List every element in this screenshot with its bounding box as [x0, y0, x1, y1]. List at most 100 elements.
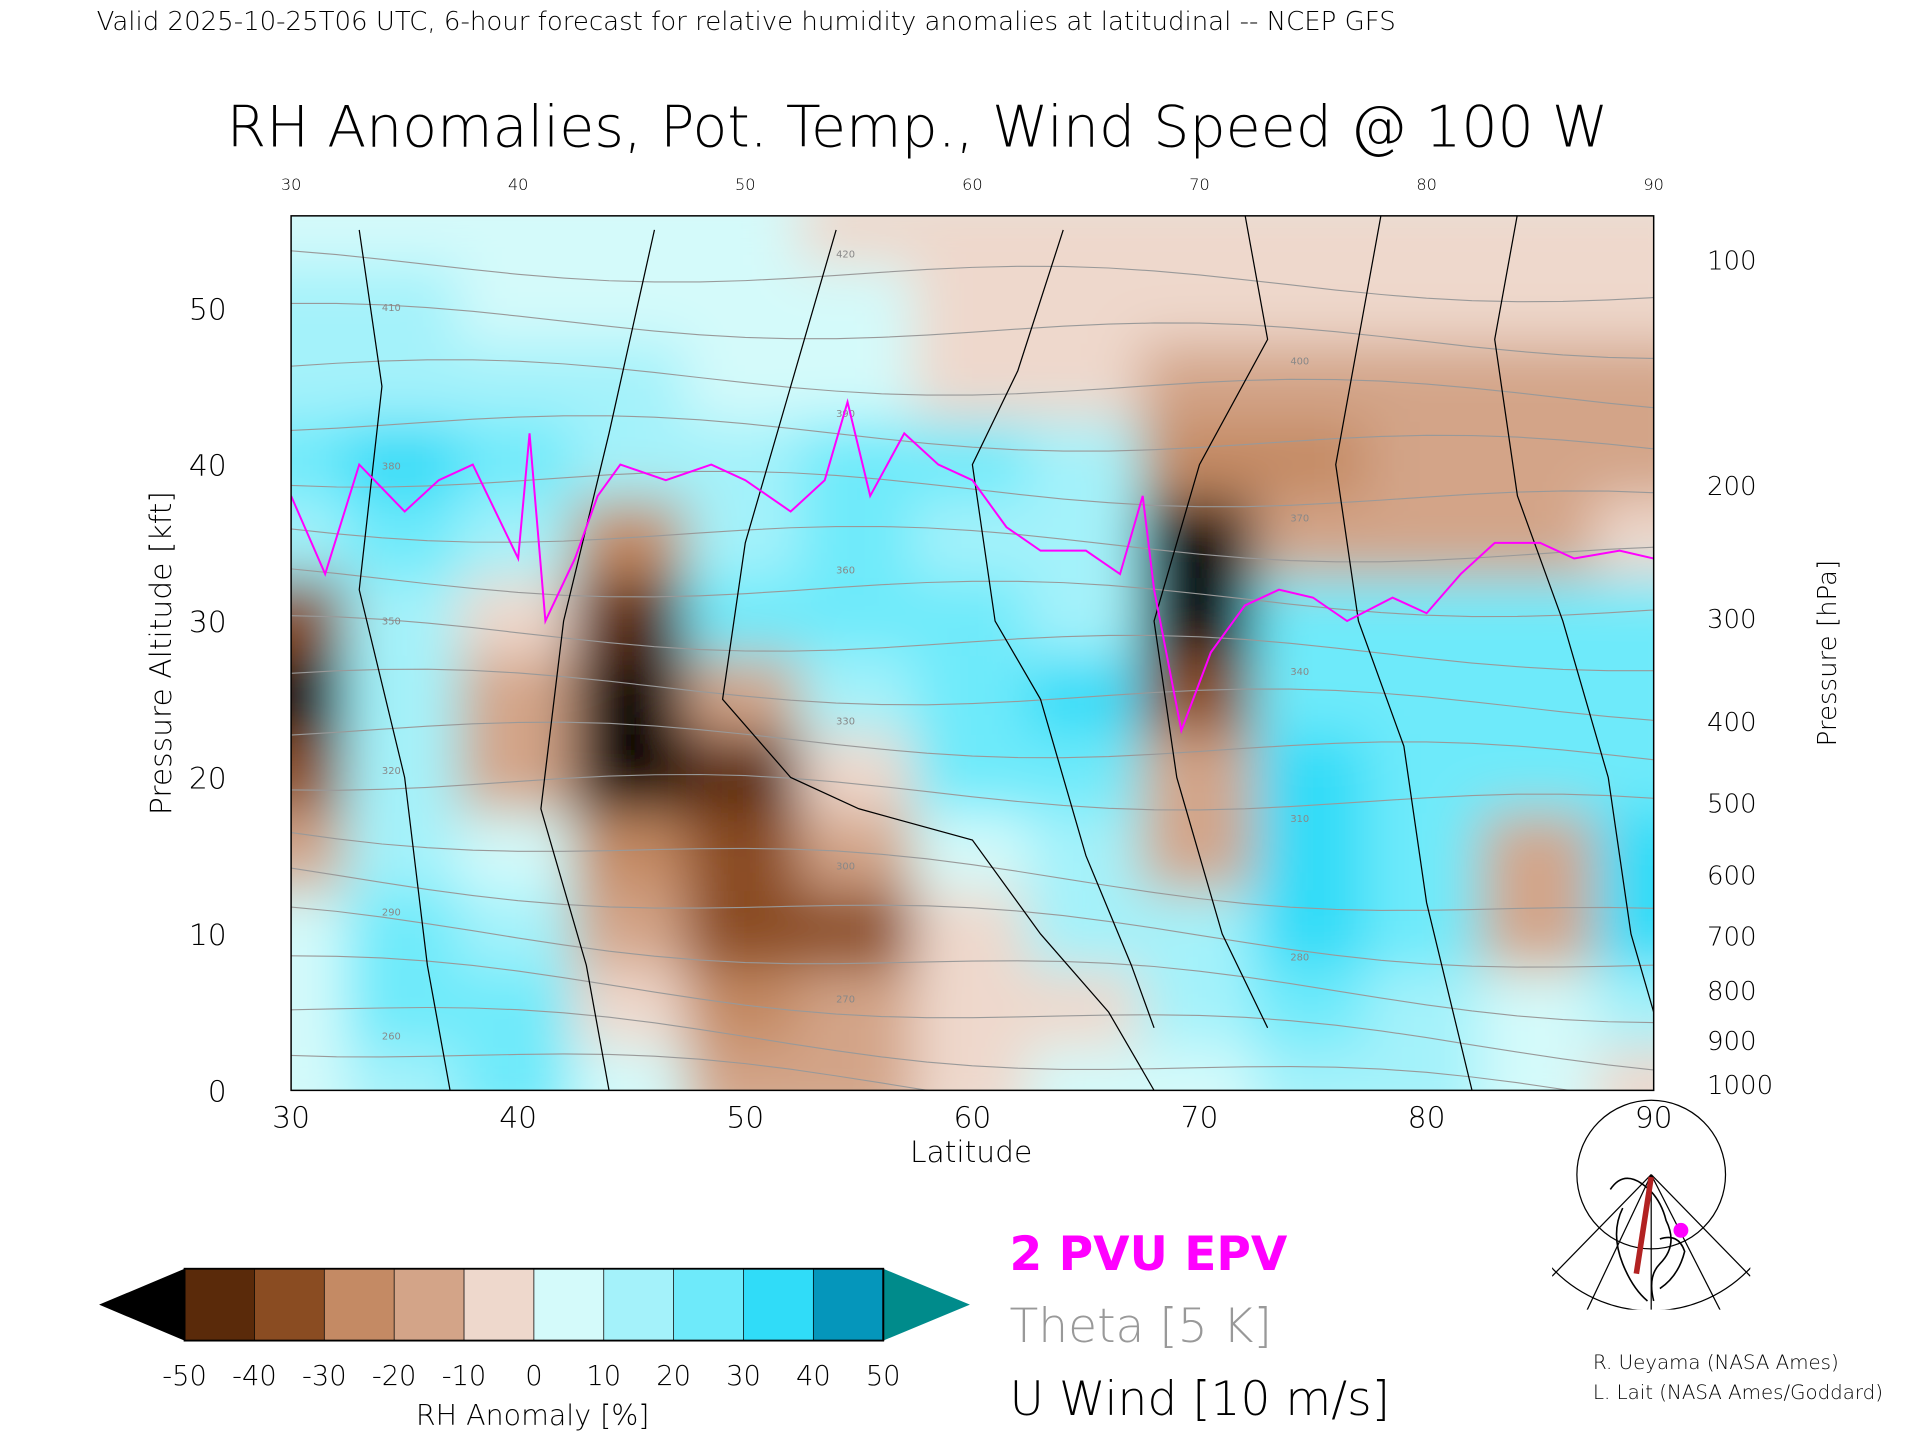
y-tick-label: 40: [189, 449, 227, 484]
heatmap-cell: [291, 812, 351, 899]
pressure-tick-label: 800: [1707, 977, 1757, 1007]
heatmap-cell: [458, 656, 578, 743]
theta-contour: [291, 250, 1654, 303]
heatmap-cell: [686, 421, 805, 508]
heatmap-cell: [1480, 969, 1600, 1056]
theta-contour: [291, 525, 1654, 563]
theta-contour-label: 300: [836, 861, 855, 872]
heatmap-cell: [686, 656, 805, 743]
theta-contour-label: 260: [382, 1032, 401, 1043]
colorbar-above-arrow: [883, 1268, 970, 1341]
heatmap-cell: [913, 265, 1032, 352]
heatmap-cell: [1367, 812, 1486, 899]
x-tick-label: 40: [499, 1101, 537, 1136]
y-tick-label: 30: [189, 605, 227, 640]
top-x-tick-label: 90: [1643, 175, 1663, 194]
heatmap-cell: [345, 343, 464, 430]
heatmap-cell: [913, 656, 1032, 743]
legend-wind: U Wind [10 m/s]: [1010, 1372, 1390, 1427]
colorbar-below-arrow: [99, 1268, 185, 1341]
heatmap-cell: [1480, 578, 1600, 665]
heatmap-cell: [913, 734, 1032, 821]
u-wind-contour: [540, 229, 656, 1091]
pressure-tick-label: 600: [1707, 861, 1757, 891]
heatmap-cell: [345, 499, 464, 586]
theta-contour-label: 280: [1290, 952, 1309, 963]
legend-theta: Theta [5 K]: [1010, 1299, 1272, 1354]
u-wind-contour: [1335, 215, 1473, 1091]
heatmap-cell: [458, 421, 578, 508]
heatmap-cell: [1367, 656, 1486, 743]
heatmap-cell: [1480, 265, 1600, 352]
heatmap-cell: [799, 656, 919, 743]
theta-contour-label: 390: [836, 409, 855, 420]
heatmap-cell: [799, 578, 919, 665]
heatmap-cell: [913, 215, 1032, 273]
heatmap-cell: [1253, 890, 1373, 977]
colorbar-tick-label: -20: [372, 1361, 417, 1392]
colorbar-bin: [393, 1268, 466, 1341]
heatmap-cell: [913, 812, 1032, 899]
heatmap-cell: [1140, 215, 1259, 273]
heatmap-cell: [572, 969, 691, 1056]
rh-heatmap: [291, 215, 1654, 1091]
colorbar-tick-label: 0: [525, 1361, 542, 1392]
heatmap-cell: [686, 812, 805, 899]
u-wind-contour: [358, 229, 451, 1091]
heatmap-cell: [345, 215, 464, 273]
heatmap-cell: [799, 343, 919, 430]
theta-contour-label: 420: [836, 249, 855, 260]
colorbar-tick-label: -50: [162, 1361, 207, 1392]
cross-section-line: [1633, 1176, 1654, 1275]
heatmap-cell: [1026, 343, 1146, 430]
theta-contour: [291, 302, 1654, 359]
heatmap-cell: [1026, 499, 1146, 586]
y2-axis-label: Pressure [hPa]: [1813, 560, 1843, 747]
colorbar-tick-label: -10: [442, 1361, 487, 1392]
pressure-tick-label: 100: [1707, 247, 1757, 277]
heatmap-cell: [1367, 343, 1486, 430]
theta-contour: [291, 906, 1654, 1024]
colorbar-label: RH Anomaly [%]: [416, 1399, 650, 1432]
theta-contour-label: 340: [1290, 667, 1309, 678]
top-x-tick-label: 30: [281, 175, 301, 194]
theta-contour: [291, 832, 1654, 911]
heatmap-cell: [913, 969, 1032, 1056]
y-tick-label: 10: [189, 918, 227, 953]
heatmap-cell: [1253, 969, 1373, 1056]
heatmap-cell: [572, 656, 691, 743]
x-tick-label: 80: [1408, 1101, 1446, 1136]
heatmap-cell: [1140, 734, 1259, 821]
heatmap-cell: [1026, 578, 1146, 665]
heatmap-cell: [291, 1047, 351, 1091]
heatmap-cell: [1026, 215, 1146, 273]
location-dot: [1673, 1222, 1689, 1238]
x-tick-label: 30: [272, 1101, 310, 1136]
top-x-tick-label: 40: [508, 175, 528, 194]
theta-contour-label: 290: [382, 908, 401, 919]
u-wind-contour: [971, 229, 1155, 1029]
heatmap-cell: [686, 265, 805, 352]
heatmap-cell: [1594, 734, 1654, 821]
heatmap-cell: [1026, 890, 1146, 977]
heatmap-cell: [1594, 215, 1654, 273]
heatmap-cell: [572, 890, 691, 977]
colorbar-bin: [323, 1268, 396, 1341]
heatmap-cell: [572, 343, 691, 430]
heatmap-cell: [1253, 215, 1373, 273]
heatmap-cell: [345, 969, 464, 1056]
heatmap-cell: [345, 890, 464, 977]
heatmap-cell: [1367, 969, 1486, 1056]
heatmap-cell: [458, 499, 578, 586]
heatmap-cell: [1480, 890, 1600, 977]
heatmap-cell: [291, 734, 351, 821]
heatmap-cell: [1367, 734, 1486, 821]
heatmap-cell: [1026, 421, 1146, 508]
heatmap-cell: [572, 215, 691, 273]
heatmap-cell: [291, 215, 351, 273]
heatmap-cell: [458, 812, 578, 899]
heatmap-cell: [686, 969, 805, 1056]
colorbar: -50 -40 -30 -20 -10 0 10 20 30 40 50 RH Anomaly [%…: [99, 1267, 970, 1432]
heatmap-cell: [1480, 421, 1600, 508]
